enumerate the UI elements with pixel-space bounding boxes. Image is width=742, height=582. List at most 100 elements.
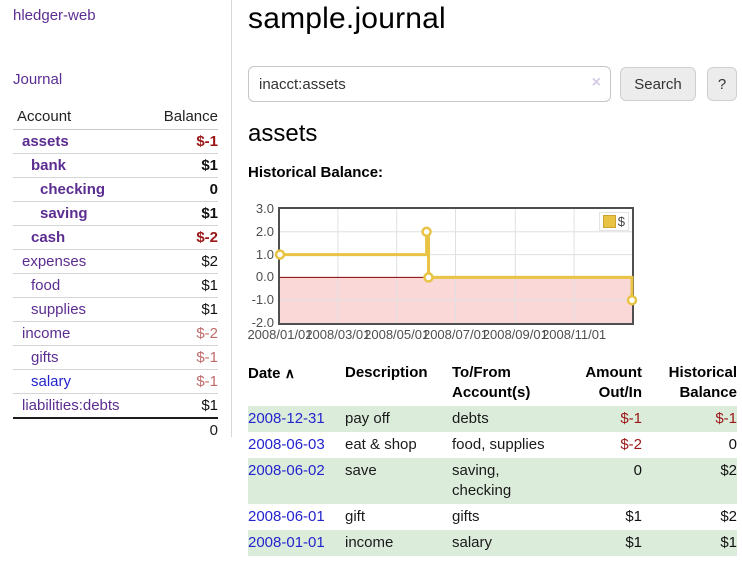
clear-search-icon[interactable]: × <box>591 74 601 91</box>
transaction-row: 2008-06-01 gift gifts $1 $2 <box>248 504 737 530</box>
transaction-accounts: food, supplies <box>452 436 545 453</box>
accounts-header-balance: Balance <box>145 106 218 130</box>
transaction-amount: $-1 <box>620 410 642 427</box>
account-link[interactable]: gifts <box>31 349 59 366</box>
account-balance: $1 <box>145 393 218 418</box>
register-table-body: 2008-12-31 pay off debts $-1 $-1 2008-06-03 ea… <box>248 406 737 556</box>
legend-swatch-icon <box>602 215 616 228</box>
transaction-balance: $2 <box>720 462 737 479</box>
transaction-balance: $1 <box>720 534 737 551</box>
transaction-description: save <box>345 462 377 479</box>
register-header-date[interactable]: Date ∧ <box>248 360 345 406</box>
x-axis-label: 2008/01/01 <box>247 327 313 342</box>
date-link[interactable]: 2008-01-01 <box>248 534 325 551</box>
transaction-row: 2008-12-31 pay off debts $-1 $-1 <box>248 406 737 432</box>
search-input[interactable] <box>248 66 611 102</box>
account-row: liabilities:debts $1 <box>13 393 218 418</box>
y-axis-label: 3.0 <box>255 201 274 216</box>
historical-balance-chart: 3.0 2.0 1.0 0.0 -1.0 -2.0 $ 2008/01/01 2008/03… <box>247 200 742 345</box>
x-axis-label: 2008/09/01 <box>482 327 548 342</box>
date-link[interactable]: 2008-06-01 <box>248 508 325 525</box>
y-axis-label: 2.0 <box>255 223 274 239</box>
register-header-row: Date ∧ Description To/From Account(s) Am… <box>248 360 737 406</box>
transaction-row: 2008-06-03 eat & shop food, supplies $-2 0 <box>248 432 737 458</box>
account-row: saving $1 <box>13 201 218 226</box>
search-form: × Search ? <box>248 66 742 102</box>
date-link[interactable]: 2008-06-02 <box>248 462 325 479</box>
register-header-accounts: To/From Account(s) <box>452 364 531 401</box>
account-link[interactable]: supplies <box>31 301 87 318</box>
account-balance: $-2 <box>145 225 218 250</box>
account-link[interactable]: expenses <box>22 253 87 270</box>
account-link[interactable]: checking <box>40 181 106 198</box>
main-content: sample.journal × Search ? assets Histori… <box>247 0 742 582</box>
transaction-balance: $2 <box>720 508 737 525</box>
x-axis-label: 2008/03/01 <box>305 327 371 342</box>
register-header-description: Description <box>345 364 428 381</box>
transaction-row: 2008-01-01 income salary $1 $1 <box>248 530 737 556</box>
date-link[interactable]: 2008-12-31 <box>248 410 325 427</box>
chart-title: Historical Balance: <box>248 164 384 181</box>
account-balance: $-1 <box>145 345 218 370</box>
transaction-amount: 0 <box>633 462 642 479</box>
account-link[interactable]: cash <box>31 229 66 246</box>
transaction-balance: $-1 <box>715 410 737 427</box>
account-balance: $1 <box>145 153 218 178</box>
x-axis-label: 2008/11/01 <box>542 327 607 342</box>
account-balance: $1 <box>145 297 218 322</box>
account-balance: $-1 <box>145 369 218 394</box>
date-link[interactable]: 2008-06-03 <box>248 436 325 453</box>
transaction-description: pay off <box>345 410 390 427</box>
register-header-amount: Amount Out/In <box>585 364 642 401</box>
account-link[interactable]: food <box>31 277 61 294</box>
account-row: assets $-1 <box>13 130 218 154</box>
account-heading: assets <box>248 120 318 147</box>
register-header-balance: Historical Balance <box>668 364 737 401</box>
account-balance: 0 <box>145 177 218 202</box>
accounts-total-value: 0 <box>145 417 218 442</box>
accounts-table: Account Balance assets $-1 bank $1 checking 0… <box>13 106 218 442</box>
account-row: bank $1 <box>13 153 218 178</box>
sidebar: hledger-web Journal Account Balance asse… <box>0 0 232 442</box>
x-axis-label: 2008/05/01 <box>364 327 430 342</box>
y-axis-label: -1.0 <box>251 292 274 308</box>
account-link[interactable]: saving <box>40 205 88 222</box>
account-row: cash $-2 <box>13 225 218 250</box>
transaction-description: eat & shop <box>345 436 417 453</box>
y-axis-label: -2.0 <box>251 315 274 330</box>
account-link[interactable]: bank <box>31 157 67 174</box>
chart-plot-area: $ <box>274 207 638 325</box>
transaction-balance: 0 <box>728 436 737 453</box>
transaction-accounts: salary <box>452 534 493 551</box>
y-axis-label: 1.0 <box>255 246 274 262</box>
account-row: salary $-1 <box>13 369 218 394</box>
account-balance: $-2 <box>145 321 218 346</box>
search-input-wrap: × <box>248 66 611 102</box>
chart-legend: $ <box>598 212 629 231</box>
account-row: checking 0 <box>13 177 218 202</box>
accounts-total-row: 0 <box>13 417 218 442</box>
transaction-amount: $1 <box>625 534 642 551</box>
transaction-accounts: debts <box>452 410 489 427</box>
account-balance: $1 <box>145 273 218 298</box>
account-row: supplies $1 <box>13 297 218 322</box>
app-title-link[interactable]: hledger-web <box>13 7 96 24</box>
account-link[interactable]: salary <box>31 373 72 390</box>
journal-link[interactable]: Journal <box>13 71 63 88</box>
account-row: income $-2 <box>13 321 218 346</box>
account-link[interactable]: assets <box>22 133 69 150</box>
accounts-header-account: Account <box>13 106 146 130</box>
transaction-accounts: saving, checking <box>452 462 512 499</box>
account-row: gifts $-1 <box>13 345 218 370</box>
chart-plot-svg <box>274 209 638 323</box>
search-button[interactable]: Search <box>620 67 696 101</box>
account-balance: $1 <box>145 201 218 226</box>
account-link[interactable]: income <box>22 325 71 342</box>
account-link[interactable]: liabilities:debts <box>22 397 120 414</box>
accounts-header-row: Account Balance <box>13 106 218 130</box>
help-button[interactable]: ? <box>707 67 737 101</box>
accounts-total-spacer <box>13 417 146 442</box>
account-balance: $-1 <box>196 133 218 150</box>
transaction-description: gift <box>345 508 366 525</box>
transaction-row: 2008-06-02 save saving, checking 0 $2 <box>248 458 737 504</box>
